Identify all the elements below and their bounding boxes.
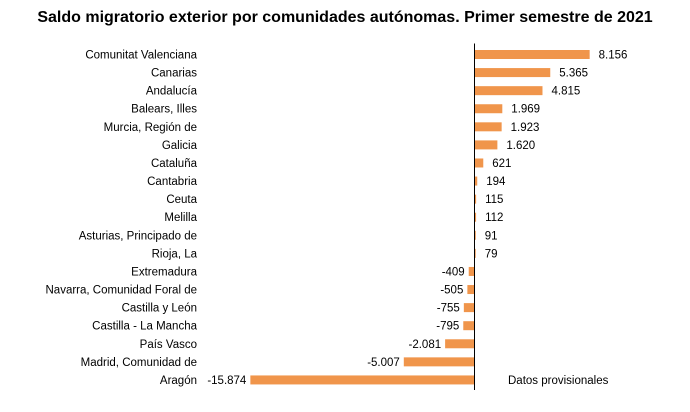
value-label: 8.156	[599, 50, 628, 62]
value-label: 1.969	[511, 104, 540, 116]
value-label: 5.365	[559, 68, 588, 80]
bar	[474, 104, 503, 114]
bar	[474, 140, 498, 150]
category-label: Navarra, Comunidad Foral de	[46, 285, 198, 297]
value-label: -795	[436, 321, 459, 333]
value-label: -755	[437, 303, 460, 315]
bars-layer: Comunitat Valenciana 8.156 Canarias 5.365 An…	[46, 50, 628, 387]
value-label: -2.081	[409, 339, 442, 351]
value-label: 112	[485, 212, 503, 224]
bar	[474, 176, 478, 186]
category-label: Ceuta	[166, 194, 197, 206]
category-label: Murcia, Región de	[104, 122, 197, 134]
category-label: Galicia	[162, 140, 198, 152]
value-label: 621	[492, 158, 511, 170]
value-label: 115	[485, 194, 503, 206]
category-label: Asturias, Principado de	[79, 230, 197, 242]
bar	[474, 122, 502, 132]
category-label: Melilla	[164, 212, 197, 224]
bar	[474, 158, 484, 168]
bar	[445, 339, 475, 349]
footnote: Datos provisionales	[508, 375, 609, 387]
category-label: Castilla - La Mancha	[92, 321, 197, 333]
category-label: Madrid, Comunidad de	[81, 357, 197, 369]
bar	[474, 194, 477, 204]
category-label: Comunitat Valenciana	[85, 50, 197, 62]
value-label: 1.923	[511, 122, 540, 134]
bar	[474, 68, 551, 78]
value-label: 194	[486, 176, 506, 188]
category-label: Extremadura	[131, 266, 197, 278]
category-label: Cantabria	[147, 176, 197, 188]
value-label: 79	[485, 248, 498, 260]
bar	[250, 375, 475, 385]
bar	[474, 86, 543, 96]
bar	[463, 321, 475, 331]
value-label: -409	[442, 266, 465, 278]
category-label: Balears, Illes	[131, 104, 197, 116]
bar	[474, 248, 476, 258]
bar	[474, 230, 476, 240]
bar	[468, 266, 475, 276]
bar	[403, 357, 475, 367]
category-label: Rioja, La	[152, 248, 198, 260]
value-label: -15.874	[207, 375, 247, 387]
category-label: Cataluña	[151, 158, 198, 170]
value-label: 4.815	[551, 86, 580, 98]
category-label: Castilla y León	[122, 303, 197, 315]
bar	[463, 303, 475, 313]
bar	[474, 212, 477, 222]
category-label: Andalucía	[146, 86, 198, 98]
bar	[474, 50, 590, 59]
chart-title: Saldo migratorio exterior por comunidade…	[37, 9, 653, 26]
value-label: 91	[485, 230, 498, 242]
value-label: -505	[440, 285, 463, 297]
value-label: 1.620	[506, 140, 535, 152]
category-label: Aragón	[160, 375, 197, 387]
category-label: País Vasco	[140, 339, 197, 351]
bar	[467, 285, 475, 295]
value-label: -5.007	[367, 357, 400, 369]
category-label: Canarias	[151, 68, 197, 80]
